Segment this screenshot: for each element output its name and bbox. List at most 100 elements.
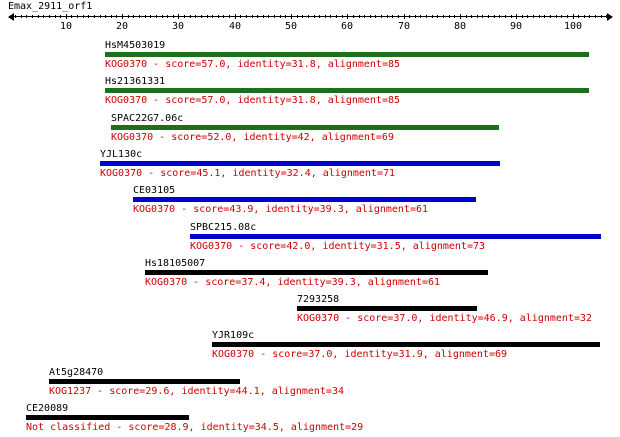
hit-description: KOG0370 - score=37.4, identity=39.3, ali… — [145, 277, 441, 288]
ruler-minor-tick — [201, 15, 202, 18]
ruler-minor-tick — [584, 15, 585, 18]
ruler-major-tick — [460, 14, 461, 19]
ruler-minor-tick — [32, 15, 33, 18]
ruler-minor-tick — [88, 15, 89, 18]
ruler-minor-tick — [223, 15, 224, 18]
ruler-minor-tick — [212, 15, 213, 18]
ruler-minor-tick — [94, 15, 95, 18]
ruler-minor-tick — [482, 15, 483, 18]
ruler-minor-tick — [449, 15, 450, 18]
ruler-left-arrow-icon — [8, 13, 14, 21]
ruler-minor-tick — [319, 15, 320, 18]
hit-bar[interactable] — [133, 197, 476, 202]
hit-bar[interactable] — [145, 270, 488, 275]
ruler-minor-tick — [477, 15, 478, 18]
ruler-major-tick — [516, 14, 517, 19]
ruler-tick-label: 70 — [398, 21, 411, 32]
ruler-tick-label: 90 — [510, 21, 523, 32]
ruler-minor-tick — [589, 15, 590, 18]
ruler-minor-tick — [330, 15, 331, 18]
ruler-minor-tick — [26, 15, 27, 18]
hit-name[interactable]: HsM4503019 — [105, 40, 166, 51]
ruler-minor-tick — [105, 15, 106, 18]
ruler-minor-tick — [466, 15, 467, 18]
ruler-minor-tick — [387, 15, 388, 18]
ruler-minor-tick — [544, 15, 545, 18]
hit-bar[interactable] — [190, 234, 601, 239]
ruler-major-tick — [122, 14, 123, 19]
ruler-minor-tick — [426, 15, 427, 18]
ruler-minor-tick — [38, 15, 39, 18]
hit-description: KOG0370 - score=45.1, identity=32.4, ali… — [100, 168, 396, 179]
hit-bar[interactable] — [105, 52, 589, 57]
ruler-minor-tick — [437, 15, 438, 18]
hit-name[interactable]: CE03105 — [133, 185, 176, 196]
ruler-minor-tick — [77, 15, 78, 18]
hit-name[interactable]: YJR109c — [212, 330, 255, 341]
ruler-minor-tick — [257, 15, 258, 18]
ruler-minor-tick — [145, 15, 146, 18]
ruler-minor-tick — [364, 15, 365, 18]
ruler-minor-tick — [49, 15, 50, 18]
ruler-minor-tick — [302, 15, 303, 18]
ruler-minor-tick — [550, 15, 551, 18]
ruler-minor-tick — [601, 15, 602, 18]
ruler-major-tick — [235, 14, 236, 19]
ruler-minor-tick — [297, 15, 298, 18]
ruler-minor-tick — [252, 15, 253, 18]
ruler-minor-tick — [398, 15, 399, 18]
hit-name[interactable]: SPAC22G7.06c — [111, 113, 184, 124]
ruler-minor-tick — [359, 15, 360, 18]
ruler-minor-tick — [150, 15, 151, 18]
ruler-tick-label: 10 — [60, 21, 73, 32]
hit-description: KOG0370 - score=57.0, identity=31.8, ali… — [105, 59, 401, 70]
ruler-minor-tick — [116, 15, 117, 18]
ruler-major-tick — [291, 14, 292, 19]
ruler-minor-tick — [381, 15, 382, 18]
hit-name[interactable]: At5g28470 — [49, 367, 104, 378]
ruler-minor-tick — [578, 15, 579, 18]
hit-name[interactable]: Hs18105007 — [145, 258, 206, 269]
ruler-tick-label: 80 — [454, 21, 467, 32]
ruler-minor-tick — [184, 15, 185, 18]
ruler-minor-tick — [342, 15, 343, 18]
ruler-minor-tick — [274, 15, 275, 18]
hit-bar[interactable] — [26, 415, 189, 420]
ruler-minor-tick — [336, 15, 337, 18]
hit-name[interactable]: SPBC215.08c — [190, 222, 257, 233]
hit-bar[interactable] — [105, 88, 589, 93]
ruler-minor-tick — [409, 15, 410, 18]
hit-bar[interactable] — [297, 306, 477, 311]
hit-description: KOG0370 - score=57.0, identity=31.8, ali… — [105, 95, 401, 106]
hit-name[interactable]: Hs21361331 — [105, 76, 166, 87]
ruler-minor-tick — [167, 15, 168, 18]
ruler-minor-tick — [420, 15, 421, 18]
ruler-minor-tick — [494, 15, 495, 18]
ruler-minor-tick — [190, 15, 191, 18]
hit-name[interactable]: CE20089 — [26, 403, 69, 414]
ruler-minor-tick — [370, 15, 371, 18]
ruler-minor-tick — [353, 15, 354, 18]
hit-bar[interactable] — [111, 125, 499, 130]
ruler-minor-tick — [55, 15, 56, 18]
hit-name[interactable]: 7293258 — [297, 294, 340, 305]
hit-bar[interactable] — [100, 161, 500, 166]
ruler-minor-tick — [505, 15, 506, 18]
hit-bar[interactable] — [212, 342, 600, 347]
ruler-minor-tick — [443, 15, 444, 18]
ruler-minor-tick — [392, 15, 393, 18]
hit-bar[interactable] — [49, 379, 240, 384]
ruler-minor-tick — [415, 15, 416, 18]
ruler-tick-label: 50 — [285, 21, 298, 32]
ruler-minor-tick — [43, 15, 44, 18]
ruler-tick-label: 100 — [564, 21, 583, 32]
ruler-minor-tick — [533, 15, 534, 18]
ruler-minor-tick — [60, 15, 61, 18]
ruler-minor-tick — [595, 15, 596, 18]
hit-name[interactable]: YJL130c — [100, 149, 143, 160]
ruler-minor-tick — [511, 15, 512, 18]
ruler-minor-tick — [133, 15, 134, 18]
ruler-tick-label: 30 — [172, 21, 185, 32]
ruler-minor-tick — [325, 15, 326, 18]
